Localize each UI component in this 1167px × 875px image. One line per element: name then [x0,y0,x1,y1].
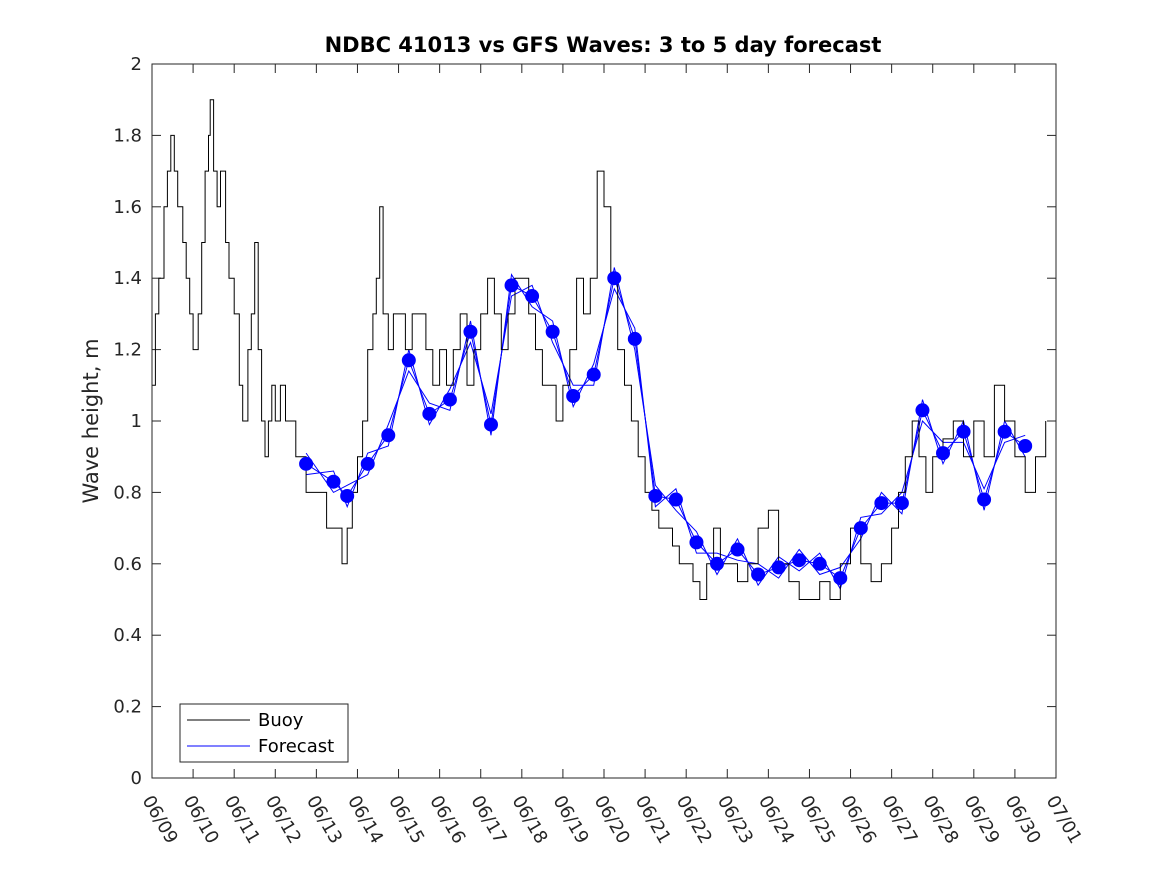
y-tick-label: 1.4 [113,268,142,289]
forecast-marker [977,492,992,507]
forecast-marker [326,474,341,489]
forecast-marker [586,367,601,382]
forecast-marker [360,456,375,471]
forecast-marker [401,353,416,368]
y-tick-label: 0.6 [113,554,142,575]
forecast-marker [340,488,355,503]
forecast-marker [936,446,950,461]
forecast-marker [730,542,745,557]
legend-buoy-label: Buoy [258,710,304,731]
forecast-marker [1018,438,1033,453]
forecast-marker [463,324,478,339]
forecast-marker [874,496,889,511]
legend-box [179,703,349,763]
forecast-marker [525,289,540,304]
y-tick-label: 0.4 [113,625,142,646]
forecast-marker [484,417,498,432]
axes-frame [151,63,1057,779]
y-tick-label: 2 [131,54,142,75]
y-tick-label: 0 [131,768,142,789]
forecast-marker [689,535,704,550]
forecast-marker [997,424,1012,439]
legend: Buoy Forecast [179,703,349,763]
forecast-marker [381,428,396,443]
y-tick-label: 1.2 [113,340,142,361]
forecast-marker [792,553,807,568]
forecast-marker [504,278,519,293]
y-axis-label: Wave height, m [79,338,103,503]
forecast-marker [833,571,848,586]
forecast-marker [648,488,663,503]
forecast-marker [771,560,786,575]
series-layer [152,99,1047,600]
chart-title: NDBC 41013 vs GFS Waves: 3 to 5 day fore… [325,33,882,57]
y-axis-ticks: 0 0.2 0.4 0.6 0.8 1 1.2 1.4 1.6 1.8 2 [113,54,1056,789]
forecast-marker [751,567,766,582]
forecast-marker [956,424,971,439]
plot-area: 06/0906/1006/1106/1206/1306/1406/1506/16… [113,54,1085,847]
forecast-marker [299,456,314,471]
forecast-marker [607,271,622,286]
y-tick-label: 1.8 [113,125,142,146]
y-tick-label: 0.8 [113,482,142,503]
forecast-marker [442,392,457,407]
forecast-marker [915,403,930,418]
y-tick-label: 1 [131,411,142,432]
forecast-marker [545,324,560,339]
forecast-marker [566,389,581,404]
forecast-marker [422,406,437,421]
y-tick-label: 1.6 [113,197,142,218]
forecast-marker [853,521,868,536]
buoy-line [152,99,1047,600]
legend-forecast-label: Forecast [258,736,334,757]
forecast-marker [710,556,724,571]
forecast-marker [812,556,827,571]
forecast-marker [668,492,683,507]
forecast-marker [627,331,642,346]
forecast-marker [894,496,909,511]
y-tick-label: 0.2 [113,697,142,718]
